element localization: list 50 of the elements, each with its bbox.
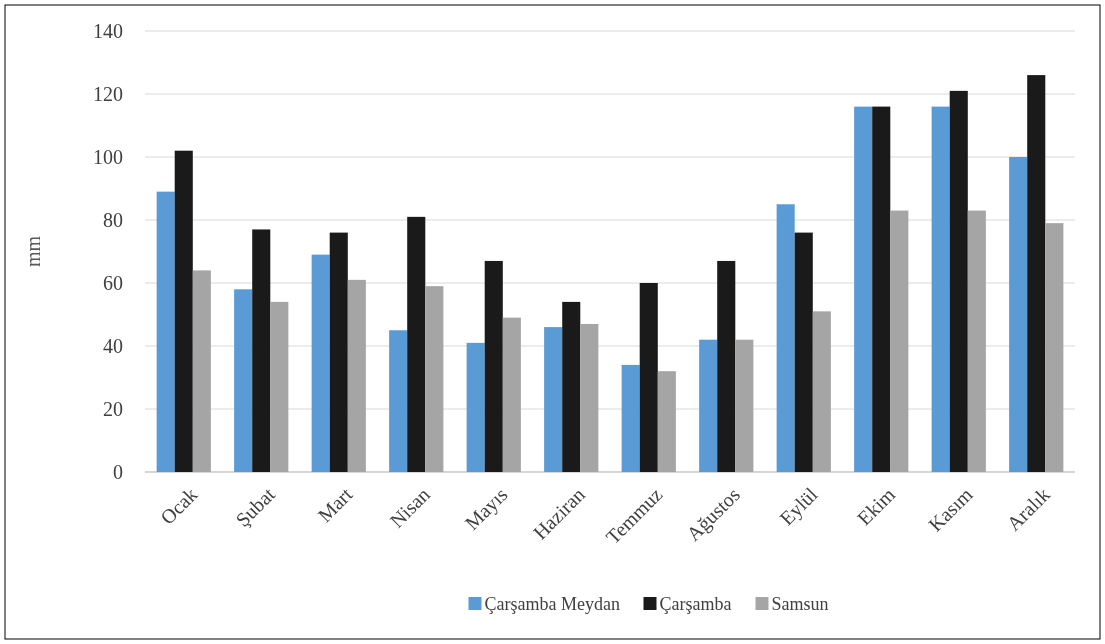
bar — [735, 339, 754, 472]
bar — [1009, 157, 1028, 472]
bar — [1045, 223, 1064, 472]
bar — [544, 327, 563, 472]
bar — [156, 191, 175, 472]
y-tick-label: 80 — [103, 209, 123, 231]
legend-label: Çarşamba — [659, 594, 732, 615]
legend-label: Çarşamba Meydan — [484, 594, 620, 615]
bar — [389, 330, 408, 472]
bar — [562, 301, 581, 472]
bar — [717, 260, 736, 472]
y-tick-label: 0 — [113, 461, 123, 483]
x-tick-label: Ocak — [156, 483, 202, 529]
bar — [639, 283, 658, 472]
bar — [252, 229, 271, 472]
bar — [407, 216, 426, 472]
bar — [425, 286, 444, 472]
bar — [192, 270, 211, 472]
bar — [580, 323, 599, 472]
bar — [890, 210, 909, 472]
bar — [949, 90, 968, 472]
x-tick-label: Mart — [313, 482, 357, 527]
bar — [967, 210, 986, 472]
legend-label: Samsun — [771, 594, 829, 615]
bar — [1027, 75, 1046, 472]
y-tick-label: 40 — [103, 335, 123, 357]
bar — [311, 254, 330, 472]
bar — [174, 150, 193, 472]
y-axis-title: mm — [22, 235, 44, 268]
y-tick-label: 60 — [103, 272, 123, 294]
bar — [854, 106, 873, 472]
bar — [657, 371, 676, 472]
y-tick-label: 120 — [93, 83, 123, 105]
bar — [484, 260, 503, 472]
y-tick-label: 20 — [103, 398, 123, 420]
bar — [872, 106, 891, 472]
bar — [794, 232, 813, 472]
bar — [347, 279, 366, 472]
bar — [621, 364, 640, 472]
bar — [502, 317, 521, 472]
bar — [812, 311, 831, 472]
bar — [931, 106, 950, 472]
bar — [776, 204, 795, 472]
bar — [466, 342, 485, 472]
bar — [270, 301, 289, 472]
bar — [329, 232, 348, 472]
y-tick-label: 140 — [93, 20, 123, 42]
bar — [234, 289, 253, 472]
bar — [699, 339, 718, 472]
y-tick-label: 100 — [93, 146, 123, 168]
